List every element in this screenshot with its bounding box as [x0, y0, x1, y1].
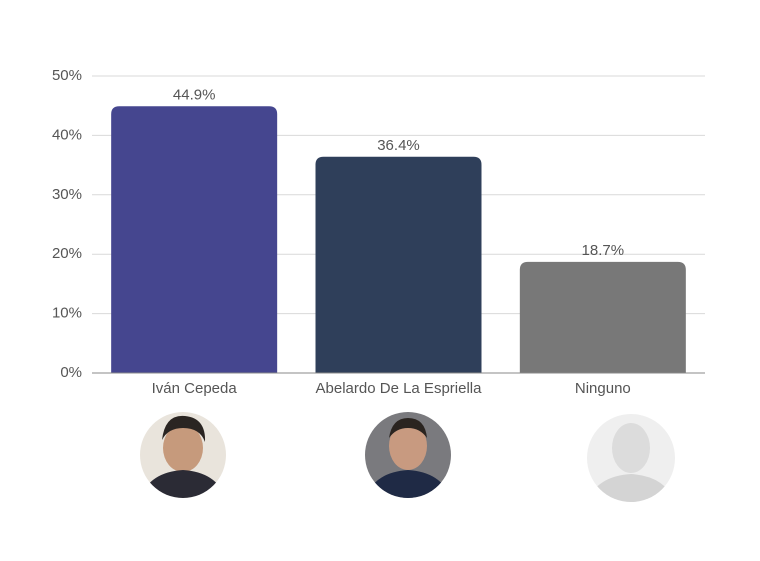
- bar: [519, 261, 686, 373]
- bar: [315, 156, 482, 373]
- y-tick-label: 0%: [60, 364, 82, 381]
- y-tick-label: 40%: [52, 126, 82, 143]
- photo-2: [365, 412, 451, 498]
- value-label: 44.9%: [173, 86, 216, 103]
- photo-3: [587, 414, 675, 502]
- bar: [111, 106, 278, 373]
- y-tick-label: 30%: [52, 186, 82, 203]
- y-tick-label: 10%: [52, 305, 82, 322]
- x-tick-label: Abelardo De La Espriella: [316, 380, 483, 397]
- y-tick-label: 50%: [52, 67, 82, 84]
- x-tick-label: Ninguno: [575, 380, 631, 397]
- x-tick-label: Iván Cepeda: [152, 380, 238, 397]
- value-label: 18.7%: [582, 242, 625, 259]
- photo-1: [140, 412, 226, 498]
- value-label: 36.4%: [377, 137, 420, 154]
- y-tick-label: 20%: [52, 245, 82, 262]
